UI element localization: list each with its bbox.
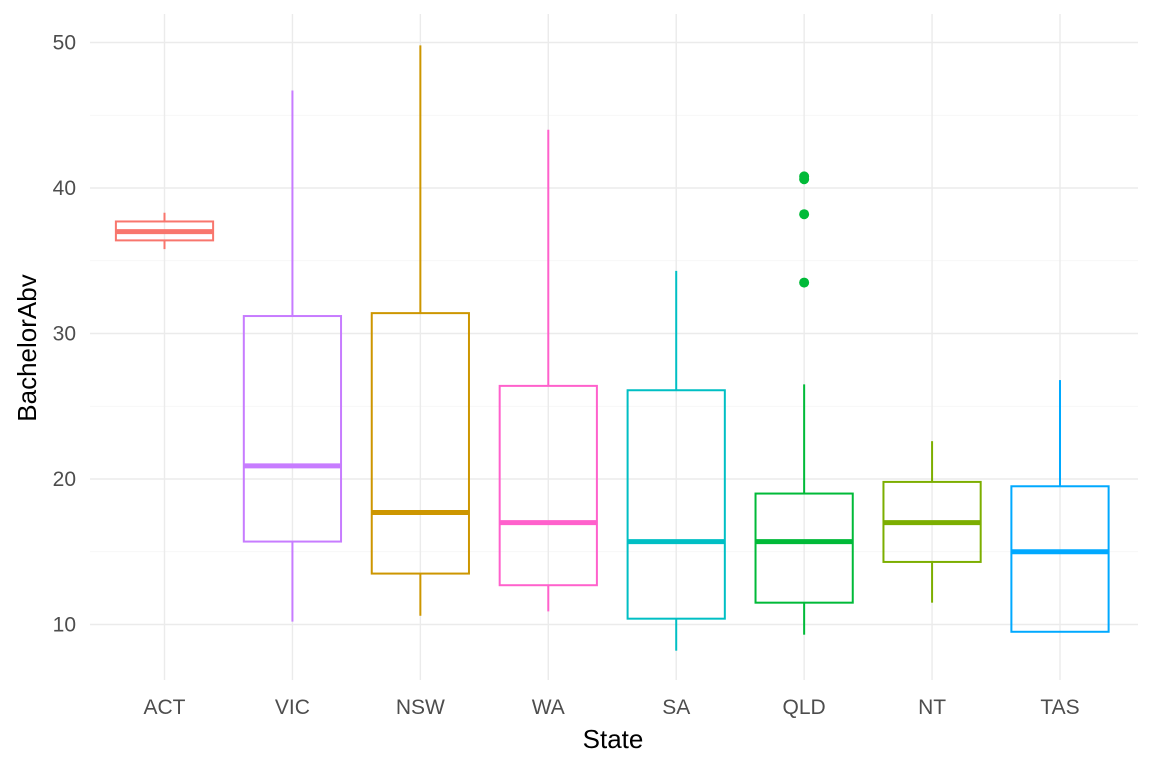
y-tick-label: 20 [53,468,76,491]
y-tick-label: 50 [53,32,76,55]
x-tick-label: QLD [783,696,826,719]
y-axis-ticks: 10 20 30 40 50 [53,32,76,637]
box-tas [1010,380,1110,633]
box-nsw [370,45,470,616]
box-iqr [370,312,470,575]
y-tick-label: 10 [53,614,76,637]
box-wa [498,129,598,612]
outlier-point [799,277,810,288]
grid [90,14,1138,680]
x-tick-label: SA [662,696,690,719]
y-tick-label: 30 [53,323,76,346]
x-tick-label: NT [918,696,946,719]
box-qld [754,171,854,635]
outlier-point [799,171,810,182]
box-act [114,212,215,250]
box-iqr [754,492,854,604]
x-tick-label: WA [532,696,565,719]
x-tick-label: VIC [275,696,310,719]
x-tick-label: ACT [144,696,186,719]
box-vic [242,90,343,622]
box-sa [626,270,726,651]
box-iqr [626,389,726,620]
box-nt [882,441,982,603]
x-tick-label: NSW [396,696,445,719]
outlier-point [799,209,810,220]
y-axis-title: BachelorAbv [12,274,42,421]
box-iqr [498,384,598,587]
box-iqr [1010,485,1110,633]
x-tick-label: TAS [1040,696,1079,719]
y-tick-label: 40 [53,177,76,200]
x-axis-title: State [583,724,644,754]
x-axis-ticks: ACT VIC NSW WA SA QLD NT TAS [144,696,1080,719]
boxes [114,45,1110,651]
box-iqr [242,315,343,543]
